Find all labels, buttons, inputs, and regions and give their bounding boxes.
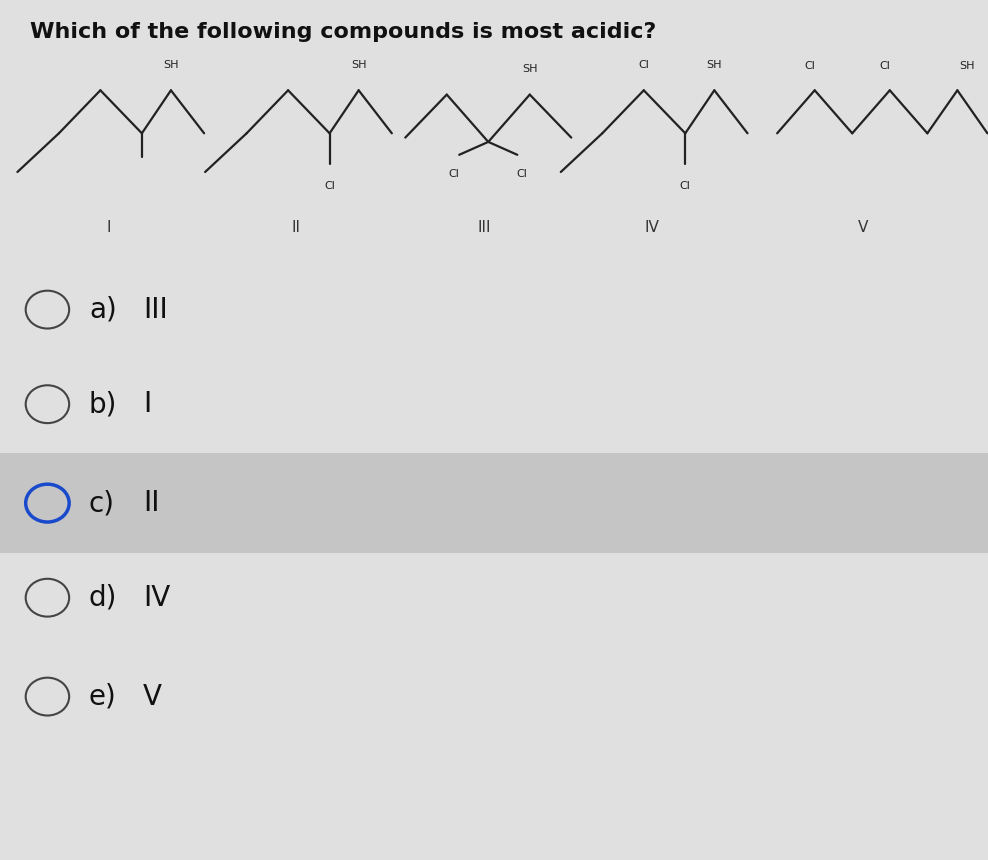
Text: d): d) xyxy=(89,584,118,611)
Text: a): a) xyxy=(89,296,117,323)
Text: Which of the following compounds is most acidic?: Which of the following compounds is most… xyxy=(30,22,656,41)
Text: b): b) xyxy=(89,390,118,418)
Text: Cl: Cl xyxy=(517,169,528,179)
Text: II: II xyxy=(291,220,301,236)
Text: SH: SH xyxy=(706,59,722,70)
Text: Cl: Cl xyxy=(804,61,815,71)
Text: III: III xyxy=(143,296,168,323)
Text: I: I xyxy=(107,220,111,236)
Text: SH: SH xyxy=(522,64,537,74)
Text: III: III xyxy=(477,220,491,236)
Text: SH: SH xyxy=(351,59,367,70)
Text: V: V xyxy=(143,683,162,710)
FancyBboxPatch shape xyxy=(0,453,988,553)
Text: SH: SH xyxy=(163,59,179,70)
Text: e): e) xyxy=(89,683,117,710)
Text: c): c) xyxy=(89,489,115,517)
Text: SH: SH xyxy=(959,61,975,71)
Text: Cl: Cl xyxy=(638,59,649,70)
Text: Cl: Cl xyxy=(449,169,459,179)
Text: IV: IV xyxy=(644,220,660,236)
Text: Cl: Cl xyxy=(879,61,890,71)
Text: V: V xyxy=(859,220,868,236)
Text: II: II xyxy=(143,489,160,517)
Text: Cl: Cl xyxy=(680,181,691,191)
Text: Cl: Cl xyxy=(324,181,335,191)
Text: IV: IV xyxy=(143,584,171,611)
Text: I: I xyxy=(143,390,151,418)
